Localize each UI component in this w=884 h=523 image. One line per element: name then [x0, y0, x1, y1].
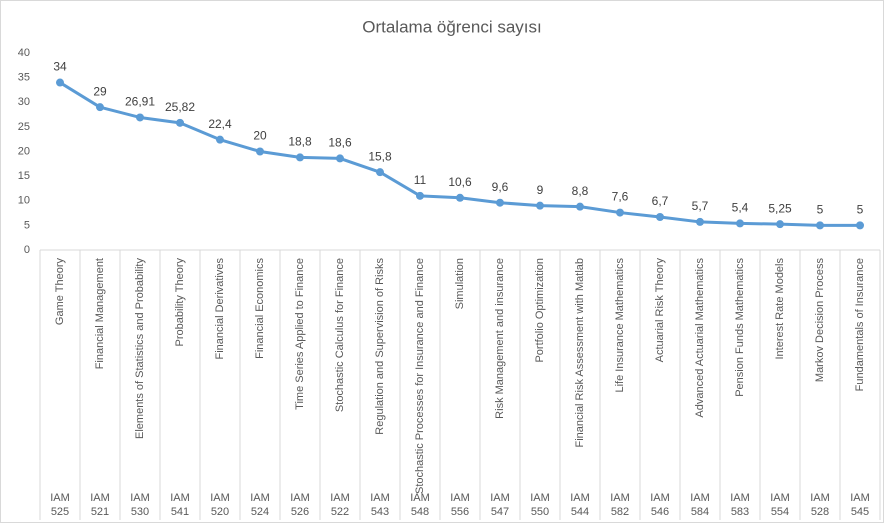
chart-title: Ortalama öğrenci sayısı — [362, 17, 542, 36]
category-code: IAM 583 — [730, 492, 750, 518]
x-tick-label: Markov Decision Process — [814, 258, 826, 383]
data-label: 11 — [414, 173, 427, 187]
category-code: IAM 544 — [570, 492, 590, 518]
data-point — [216, 135, 224, 144]
data-point — [336, 154, 344, 163]
category-code: IAM 541 — [170, 492, 190, 518]
data-point — [56, 78, 64, 87]
data-label: 7,6 — [612, 190, 629, 204]
y-tick-label: 5 — [24, 219, 30, 231]
data-label: 25,82 — [165, 100, 195, 114]
data-point — [536, 201, 544, 210]
x-tick-label: Risk Management and insurance — [494, 258, 506, 419]
data-label: 26,91 — [125, 95, 155, 109]
x-tick-label: Financial Economics — [254, 258, 266, 359]
data-label: 8,8 — [572, 184, 589, 198]
data-label: 10,6 — [448, 175, 472, 189]
data-label: 18,8 — [288, 135, 312, 149]
y-tick-label: 25 — [18, 121, 30, 133]
x-tick-label: Time Series Applied to Finance — [294, 258, 306, 410]
y-tick-label: 0 — [24, 244, 30, 256]
data-point — [616, 208, 624, 217]
x-tick-label: Stochastic Calculus for Finance — [334, 258, 346, 412]
category-code: IAM 547 — [490, 492, 510, 518]
category-code: IAM 548 — [410, 492, 430, 518]
data-label: 5 — [817, 203, 824, 217]
data-label: 20 — [253, 129, 267, 143]
x-tick-label: Life Insurance Mathematics — [614, 258, 626, 393]
data-point — [576, 202, 584, 211]
category-code: IAM 550 — [530, 492, 550, 518]
data-point — [256, 147, 264, 156]
data-point — [696, 217, 704, 226]
category-code: IAM 543 — [370, 492, 390, 518]
x-tick-label: Probability Theory — [174, 258, 186, 347]
data-label: 6,7 — [652, 194, 669, 208]
data-label: 22,4 — [208, 117, 232, 131]
data-label: 5,4 — [732, 201, 749, 215]
y-tick-label: 40 — [18, 47, 30, 59]
category-code: IAM 530 — [130, 492, 150, 518]
category-code: IAM 526 — [290, 492, 310, 518]
data-point — [96, 103, 104, 112]
x-tick-label: Elements of Statistics and Probability — [134, 258, 146, 439]
data-point — [456, 193, 464, 202]
category-code: IAM 556 — [450, 492, 470, 518]
x-tick-label: Regulation and Supervision of Risks — [374, 258, 386, 435]
x-tick-label: Simulation — [454, 258, 466, 309]
x-tick-label: Fundamentals of Insurance — [854, 258, 866, 391]
x-tick-label: Actuarial Risk Theory — [654, 258, 666, 363]
x-tick-label: Advanced Actuarial Mathematics — [694, 258, 706, 418]
category-code: IAM 521 — [90, 492, 110, 518]
data-point — [736, 219, 744, 228]
y-tick-label: 20 — [18, 145, 30, 157]
category-code: IAM 528 — [810, 492, 830, 518]
data-label: 5,7 — [692, 199, 709, 213]
x-tick-label: Stochastic Processes for Insurance and F… — [414, 258, 426, 494]
data-label: 9 — [537, 183, 544, 197]
data-point — [816, 221, 824, 230]
x-tick-label: Financial Management — [94, 258, 106, 369]
data-point — [176, 118, 184, 127]
category-code: IAM 524 — [250, 492, 270, 518]
category-code: IAM 525 — [50, 492, 70, 518]
y-tick-label: 35 — [18, 72, 30, 84]
category-code: IAM 582 — [610, 492, 630, 518]
category-code: IAM 545 — [850, 492, 870, 518]
data-label: 5 — [857, 203, 864, 217]
data-point — [656, 213, 664, 222]
data-label: 18,6 — [328, 136, 352, 150]
data-point — [856, 221, 864, 230]
x-tick-label: Game Theory — [54, 258, 66, 326]
x-tick-label: Pension Funds Mathematics — [734, 258, 746, 397]
data-label: 9,6 — [492, 180, 509, 194]
y-tick-label: 15 — [18, 170, 30, 182]
category-code: IAM 584 — [690, 492, 710, 518]
data-point — [376, 168, 384, 177]
x-tick-label: Financial Derivatives — [214, 258, 226, 360]
category-code: IAM 546 — [650, 492, 670, 518]
data-point — [416, 191, 424, 200]
category-code: IAM 520 — [210, 492, 230, 518]
x-tick-label: Interest Rate Models — [774, 258, 786, 360]
x-tick-label: Portfolio Optimization — [534, 258, 546, 363]
data-label: 15,8 — [368, 149, 392, 163]
y-tick-label: 30 — [18, 96, 30, 108]
data-point — [136, 113, 144, 122]
data-label: 29 — [93, 84, 107, 98]
category-code: IAM 522 — [330, 492, 350, 518]
data-label: 34 — [53, 60, 67, 74]
x-tick-label: Financial Risk Assessment with Matlab — [574, 258, 586, 448]
category-code: IAM 554 — [770, 492, 790, 518]
data-point — [776, 220, 784, 229]
data-point — [296, 153, 304, 162]
y-tick-label: 10 — [18, 195, 30, 207]
data-label: 5,25 — [768, 201, 792, 215]
data-point — [496, 198, 504, 207]
